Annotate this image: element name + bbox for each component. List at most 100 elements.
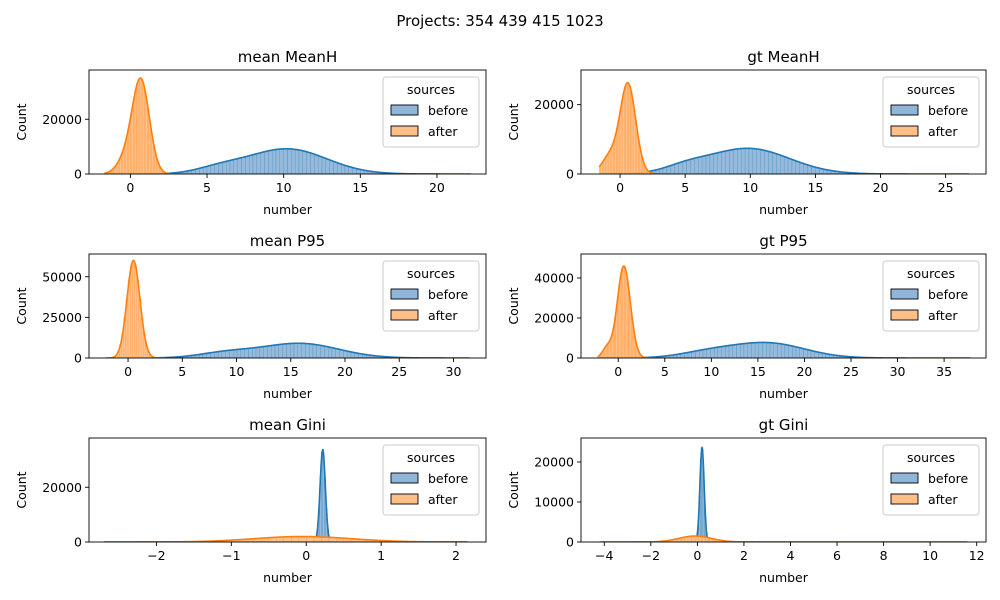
histogram-bar (275, 149, 281, 174)
histogram-bar (264, 151, 269, 174)
histogram-bar (621, 268, 624, 358)
histogram-bar (245, 156, 250, 174)
x-tick-label: 10 (742, 180, 758, 195)
histogram-bar (605, 156, 608, 174)
histogram-bar (740, 343, 745, 358)
histogram-bar (260, 152, 265, 174)
histogram-bar (271, 345, 276, 358)
histogram-bar (286, 343, 291, 358)
histogram-bar (233, 158, 238, 174)
legend-label-after: after (428, 308, 458, 323)
histogram-bar (776, 154, 781, 174)
legend-label-before: before (428, 471, 469, 486)
x-tick-label: 8 (880, 548, 888, 563)
histogram-bar (312, 344, 317, 358)
histogram-bar (241, 157, 246, 174)
axes-frame (88, 69, 487, 175)
x-tick-label: −2 (147, 548, 165, 563)
histogram-bar (762, 342, 767, 358)
legend-swatch-after (390, 309, 419, 321)
histogram-bar (142, 83, 145, 174)
histogram-bar (691, 535, 696, 542)
x-tick-label: 5 (661, 364, 669, 379)
x-tick-label: 15 (750, 364, 766, 379)
x-tick-label: 0 (614, 364, 622, 379)
histogram-bar (297, 343, 302, 358)
histogram-bar (717, 346, 722, 358)
histogram-bar (337, 163, 342, 174)
legend-swatch-after (390, 493, 419, 505)
histogram-bar (314, 154, 319, 174)
subplot-title: mean MeanH (238, 48, 337, 66)
histogram-bar (145, 98, 148, 174)
histogram-bar (616, 127, 619, 174)
histogram-bar (695, 350, 700, 358)
histogram-bar (728, 345, 733, 358)
histogram-bar (226, 160, 231, 174)
histogram-bar (780, 155, 785, 174)
histogram-bar (788, 345, 793, 358)
histogram-bar (329, 160, 334, 174)
histogram-bar (229, 159, 235, 174)
histogram-bar (741, 148, 746, 174)
histogram-bar (222, 161, 227, 174)
x-tick-label: 4 (787, 548, 795, 563)
x-tick-label: 0 (126, 180, 134, 195)
x-tick-label: 10 (276, 180, 292, 195)
y-axis-label: Count (506, 471, 521, 508)
histogram-bar (803, 348, 808, 358)
histogram-bar (614, 134, 617, 174)
subplot-title: gt Gini (759, 416, 809, 434)
figure-suptitle: Projects: 354 439 415 1023 (396, 12, 603, 30)
histogram-bar (694, 157, 699, 174)
y-tick-label: 10000 (534, 495, 574, 510)
series-before-bars (149, 343, 470, 358)
histogram-bar (256, 153, 261, 174)
histogram-bar (709, 153, 715, 174)
legend-swatch-after (890, 493, 919, 505)
histogram-bar (701, 155, 707, 174)
subplot-title: gt P95 (759, 232, 807, 250)
histogram-bar (607, 342, 610, 358)
y-tick-label: 20000 (534, 311, 574, 326)
histogram-bar (626, 281, 629, 358)
histogram-bar (325, 158, 330, 174)
histogram-bar (710, 347, 715, 358)
y-axis-label: Count (506, 287, 521, 324)
histogram-bar (627, 82, 630, 174)
x-tick-label: 2 (740, 548, 748, 563)
histogram-bar (267, 345, 272, 358)
histogram-bar (244, 348, 249, 358)
histogram-bar (335, 348, 340, 358)
histogram-bar (769, 342, 774, 358)
x-tick-label: −1 (222, 548, 240, 563)
histogram-bar (784, 344, 789, 358)
x-axis-label: number (263, 570, 313, 585)
histogram-bar (795, 161, 800, 174)
histogram-bar (317, 156, 323, 174)
legend-label-before: before (428, 103, 469, 118)
histogram-bar (670, 164, 675, 174)
histogram-bar (622, 265, 625, 358)
histogram-bar (271, 149, 277, 174)
histogram-bar (721, 151, 726, 174)
legend-label-after: after (928, 308, 958, 323)
subplot-1: 0 5 10 15 20 0 20000 mean MeanH number Count sourc… (14, 48, 487, 217)
subplot-4: 0 5 10 15 20 25 30 35 0 20000 40000 gt P95 number Cou… (506, 232, 987, 401)
series-after-kde-line (104, 77, 181, 174)
histogram-bar (706, 348, 711, 358)
legend-swatch-before (890, 288, 919, 300)
x-tick-label: 12 (969, 548, 985, 563)
histogram-bar (305, 343, 310, 358)
legend-label-before: before (928, 103, 969, 118)
y-tick-label: 25000 (42, 310, 82, 325)
legend: sources before after (882, 76, 980, 148)
legend: sources before after (382, 76, 480, 148)
histogram-bar (725, 150, 730, 174)
histogram-bar (214, 163, 219, 174)
histogram-bar (206, 165, 212, 174)
histogram-bar (133, 96, 136, 174)
axes-frame (580, 69, 987, 175)
histogram-bar (807, 165, 812, 174)
series-after-bars (104, 77, 182, 174)
